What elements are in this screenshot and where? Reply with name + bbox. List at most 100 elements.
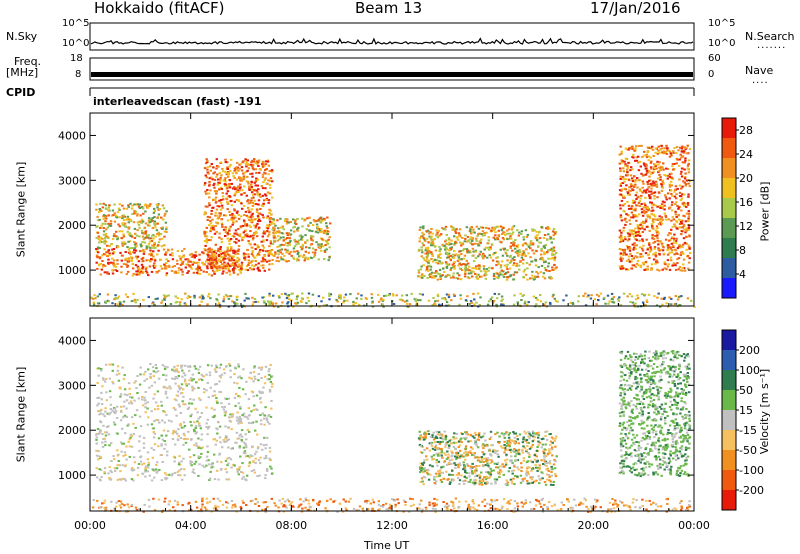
range-cell <box>96 256 99 258</box>
range-cell <box>262 444 266 447</box>
range-cell <box>152 264 155 267</box>
range-cell <box>231 300 234 303</box>
range-cell <box>203 388 206 390</box>
range-cell <box>424 433 428 435</box>
range-cell <box>150 240 154 242</box>
range-cell <box>222 368 226 371</box>
range-cell <box>590 294 593 297</box>
range-cell <box>313 255 316 258</box>
range-cell <box>119 395 122 398</box>
range-cell <box>484 272 487 275</box>
range-cell <box>227 438 231 441</box>
range-cell <box>657 292 660 295</box>
range-cell <box>108 390 112 393</box>
range-cell <box>191 387 194 390</box>
range-cell <box>670 184 673 187</box>
range-cell <box>675 201 678 204</box>
range-cell <box>310 237 313 240</box>
range-cell <box>104 431 107 434</box>
range-cell <box>206 267 209 270</box>
range-cell <box>244 234 247 237</box>
range-cell <box>657 248 660 251</box>
range-cell <box>150 384 154 387</box>
range-cell <box>308 229 312 232</box>
range-cell <box>654 255 658 258</box>
range-cell <box>133 298 136 301</box>
range-cell <box>157 232 161 235</box>
range-cell <box>511 226 514 229</box>
range-cell <box>553 440 556 442</box>
range-cell <box>478 268 481 271</box>
range-cell <box>131 467 134 469</box>
range-cell <box>207 239 211 242</box>
range-cell <box>497 235 500 238</box>
range-cell <box>141 272 144 274</box>
range-cell <box>342 301 345 304</box>
range-cell <box>113 212 116 215</box>
range-cell <box>222 198 225 201</box>
range-cell <box>437 262 440 265</box>
range-cell <box>238 445 241 448</box>
range-cell <box>429 231 432 234</box>
range-cell <box>659 168 662 171</box>
range-cell <box>646 146 650 149</box>
range-cell <box>253 189 256 192</box>
range-cell <box>249 220 252 223</box>
range-cell <box>203 248 206 251</box>
range-cell <box>499 264 503 267</box>
range-cell <box>148 265 152 268</box>
range-cell <box>218 425 222 428</box>
range-cell <box>174 368 177 371</box>
range-cell <box>263 436 266 439</box>
range-cell <box>610 292 614 295</box>
range-cell <box>495 225 499 228</box>
range-cell <box>323 249 327 252</box>
range-cell <box>250 470 254 473</box>
range-cell <box>619 207 622 210</box>
range-cell <box>428 259 431 262</box>
range-cell <box>124 222 127 225</box>
range-cell <box>159 232 163 235</box>
range-cell <box>147 464 150 466</box>
range-cell <box>680 222 684 225</box>
range-cell <box>463 254 467 257</box>
range-cell <box>230 199 233 202</box>
range-cell <box>663 201 666 204</box>
range-cell <box>667 149 670 152</box>
range-cell <box>213 438 216 441</box>
range-cell <box>671 225 674 228</box>
range-cell <box>295 303 298 305</box>
range-cell <box>441 297 444 300</box>
range-cell <box>535 270 538 273</box>
range-cell <box>184 403 187 406</box>
range-cell <box>425 471 429 474</box>
range-cell <box>261 160 264 163</box>
range-cell <box>239 269 242 272</box>
range-cell <box>161 419 164 422</box>
range-cell <box>242 368 245 371</box>
range-cell <box>125 416 128 418</box>
range-cell <box>224 161 227 163</box>
range-cell <box>426 249 429 252</box>
range-cell <box>260 368 263 371</box>
range-cell <box>549 236 553 239</box>
range-cell <box>226 187 229 190</box>
range-cell <box>110 261 113 264</box>
range-cell <box>247 240 250 242</box>
range-cell <box>661 207 664 210</box>
range-cell <box>625 174 628 177</box>
range-cell <box>608 300 611 303</box>
range-cell <box>675 215 678 218</box>
range-cell <box>121 230 124 233</box>
range-cell <box>419 226 422 229</box>
range-cell <box>263 269 266 272</box>
range-cell <box>414 297 417 300</box>
range-cell <box>153 258 157 261</box>
range-cell <box>137 223 141 226</box>
range-cell <box>670 176 674 179</box>
range-cell <box>284 238 288 241</box>
range-cell <box>302 254 306 257</box>
range-cell <box>215 364 218 367</box>
range-cell <box>218 269 221 272</box>
range-cell <box>226 439 229 441</box>
